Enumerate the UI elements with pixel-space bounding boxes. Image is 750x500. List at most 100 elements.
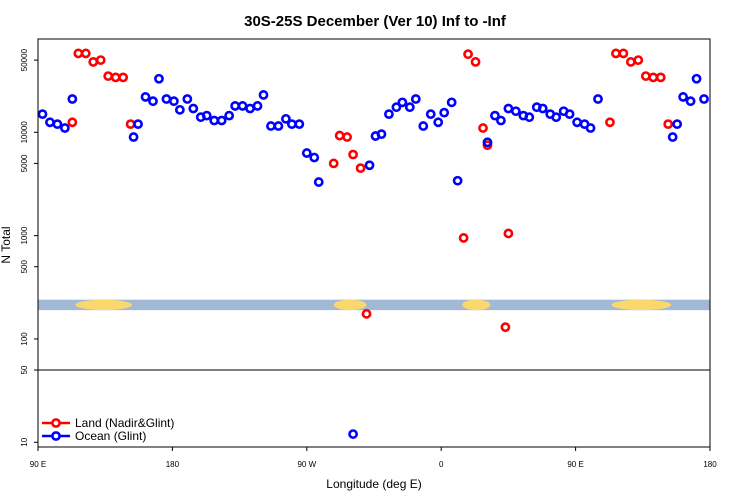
x-tick-label: 0 xyxy=(439,460,444,469)
data-point xyxy=(470,57,481,67)
data-point xyxy=(503,228,514,239)
data-point xyxy=(685,96,696,107)
data-point xyxy=(364,160,375,171)
data-points xyxy=(37,48,709,439)
data-point xyxy=(209,115,220,126)
data-point xyxy=(418,121,429,131)
x-tick-label: 90 E xyxy=(30,460,46,469)
data-point xyxy=(404,102,415,113)
data-point xyxy=(572,117,582,128)
data-point xyxy=(618,48,629,59)
data-point xyxy=(376,129,387,140)
land-segment xyxy=(462,299,491,311)
legend-item: Land (Nadir&Glint) xyxy=(42,416,174,430)
data-point xyxy=(452,175,463,186)
data-point xyxy=(490,110,500,121)
x-axis-label: Longitude (deg E) xyxy=(326,477,421,491)
data-point xyxy=(80,48,91,59)
data-point xyxy=(73,48,84,59)
data-point xyxy=(328,158,339,169)
data-point xyxy=(128,132,139,142)
y-tick-label: 500 xyxy=(20,260,29,274)
data-point xyxy=(482,137,493,148)
data-point xyxy=(52,119,63,130)
data-point xyxy=(161,94,172,104)
data-point xyxy=(67,117,78,128)
y-tick-label: 5000 xyxy=(20,154,29,172)
data-point xyxy=(201,110,212,121)
data-point xyxy=(266,121,276,131)
legend-marker xyxy=(51,418,61,428)
data-point xyxy=(118,72,129,83)
data-point xyxy=(551,112,562,123)
data-point xyxy=(168,96,179,107)
legend-marker xyxy=(51,431,61,441)
data-point xyxy=(593,94,603,104)
data-point xyxy=(355,163,366,174)
data-point xyxy=(585,123,596,133)
data-point xyxy=(348,149,358,160)
land-segment xyxy=(333,299,367,311)
data-point xyxy=(524,112,535,123)
legend: Land (Nadir&Glint)Ocean (Glint) xyxy=(42,416,174,443)
data-point xyxy=(95,55,106,65)
data-point xyxy=(125,119,136,130)
data-point xyxy=(334,130,345,141)
data-point xyxy=(503,103,514,114)
data-point xyxy=(397,97,408,108)
data-point xyxy=(500,322,511,333)
legend-item: Ocean (Glint) xyxy=(42,429,146,443)
data-point xyxy=(655,72,666,83)
data-point xyxy=(699,94,709,104)
data-point xyxy=(342,132,353,142)
data-point xyxy=(667,132,678,142)
data-point xyxy=(410,94,421,104)
x-tick-label: 90 E xyxy=(567,460,583,469)
y-tick-label: 10 xyxy=(20,437,29,446)
data-point xyxy=(216,115,227,126)
data-point xyxy=(611,48,621,59)
data-point xyxy=(252,101,263,111)
series-land xyxy=(67,48,674,333)
x-tick-label: 180 xyxy=(166,460,180,469)
chart-title: 30S-25S December (Ver 10) Inf to -Inf xyxy=(244,13,507,30)
data-point xyxy=(182,94,193,104)
data-point xyxy=(463,49,473,60)
data-point xyxy=(439,107,450,118)
data-point xyxy=(59,123,70,133)
legend-label: Land (Nadir&Glint) xyxy=(75,416,174,430)
data-point xyxy=(564,109,575,120)
data-point xyxy=(446,97,457,108)
data-point xyxy=(672,119,683,130)
y-tick-label: 50 xyxy=(20,365,29,374)
data-point xyxy=(230,101,241,111)
data-point xyxy=(384,109,394,120)
x-tick-label: 180 xyxy=(703,460,717,469)
y-tick-label: 100 xyxy=(20,332,29,346)
y-tick-label: 10000 xyxy=(20,121,29,144)
x-tick-label: 90 W xyxy=(297,460,316,469)
y-axis: 10 50 100 500 1000 5000 10000 50000 xyxy=(20,48,38,447)
y-tick-label: 50000 xyxy=(20,48,29,71)
land-segment xyxy=(611,299,672,311)
data-point xyxy=(309,152,320,163)
plot-frame xyxy=(37,38,711,448)
data-point xyxy=(103,71,114,81)
data-point xyxy=(633,55,644,65)
data-point xyxy=(391,102,402,113)
data-point xyxy=(88,57,99,67)
y-axis-label: N Total xyxy=(0,226,13,263)
data-point xyxy=(648,72,659,83)
data-point xyxy=(361,308,372,319)
series-ocean xyxy=(37,73,709,439)
data-point xyxy=(663,119,674,130)
data-point xyxy=(458,233,469,243)
data-point xyxy=(37,109,48,120)
legend-label: Ocean (Glint) xyxy=(75,429,146,443)
data-point xyxy=(625,57,636,67)
data-point xyxy=(294,119,305,130)
data-point xyxy=(478,123,488,133)
x-axis: 90 E 180 90 W 0 90 E 180 xyxy=(30,447,717,469)
land-segment xyxy=(75,299,133,311)
